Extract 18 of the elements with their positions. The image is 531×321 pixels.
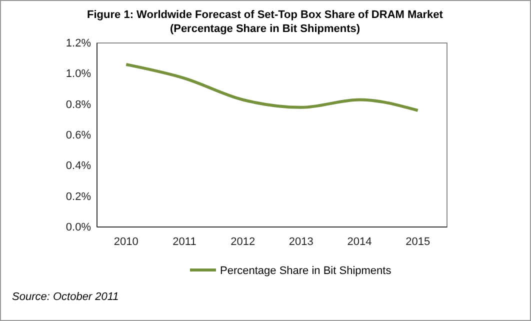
line-series	[124, 62, 420, 112]
x-tick-label: 2014	[347, 236, 372, 248]
y-tick-label: 0.2%	[66, 190, 92, 203]
chart-title: Figure 1: Worldwide Forecast of Set-Top Box Share of DRAM Market	[87, 9, 444, 21]
y-tick-label: 0.8%	[66, 98, 92, 111]
chart-subtitle: (Percentage Share in Bit Shipments)	[170, 23, 360, 35]
x-tick-label: 2015	[406, 236, 430, 248]
legend-label: Percentage Share in Bit Shipments	[220, 265, 392, 277]
x-tick-label: 2011	[172, 236, 196, 248]
y-tick-label: 0.6%	[66, 130, 92, 142]
y-tick-label: 1.2%	[66, 38, 92, 50]
x-tick-label: 2013	[288, 236, 314, 248]
x-tick-label: 2012	[230, 236, 256, 248]
x-tick-label: 2010	[114, 236, 138, 248]
y-tick-label: 0.4%	[66, 160, 92, 172]
y-tick-label: 1.0%	[66, 68, 92, 80]
source-note: Source: October 2011	[12, 291, 119, 303]
y-tick-label: 0.0%	[66, 222, 92, 234]
